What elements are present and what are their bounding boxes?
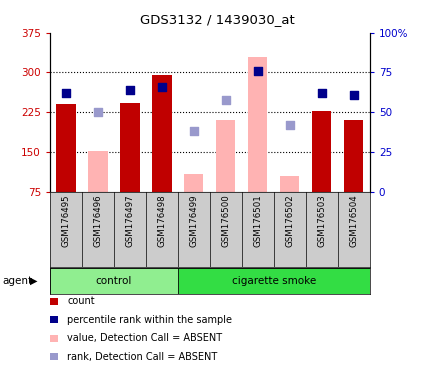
Text: cigarette smoke: cigarette smoke	[231, 276, 315, 286]
Bar	[120, 103, 139, 192]
Text: GSM176497: GSM176497	[125, 194, 134, 247]
Text: ▶: ▶	[30, 276, 37, 286]
Bar	[152, 75, 171, 192]
Bar	[88, 151, 107, 192]
Point	[254, 68, 261, 74]
Point	[62, 90, 69, 96]
Text: GSM176498: GSM176498	[157, 194, 166, 247]
Point	[318, 90, 325, 96]
Point	[158, 84, 165, 90]
Bar	[184, 174, 203, 192]
Bar	[50, 268, 178, 294]
Point	[126, 87, 133, 93]
Text: GDS3132 / 1439030_at: GDS3132 / 1439030_at	[140, 13, 294, 26]
Text: GSM176503: GSM176503	[316, 194, 326, 247]
Point	[286, 122, 293, 128]
Text: count: count	[67, 296, 95, 306]
Text: value, Detection Call = ABSENT: value, Detection Call = ABSENT	[67, 333, 222, 343]
Point	[349, 92, 356, 98]
Bar	[248, 56, 267, 192]
Point	[94, 109, 101, 115]
Text: rank, Detection Call = ABSENT: rank, Detection Call = ABSENT	[67, 352, 217, 362]
Point	[222, 96, 229, 103]
Text: GSM176500: GSM176500	[221, 194, 230, 247]
Bar	[178, 268, 369, 294]
Bar	[56, 104, 76, 192]
Text: GSM176502: GSM176502	[285, 194, 294, 247]
Text: GSM176504: GSM176504	[349, 194, 358, 247]
Text: percentile rank within the sample: percentile rank within the sample	[67, 315, 232, 325]
Bar	[279, 176, 299, 192]
Text: GSM176495: GSM176495	[61, 194, 70, 247]
Text: GSM176499: GSM176499	[189, 194, 198, 247]
Point	[190, 128, 197, 134]
Text: GSM176501: GSM176501	[253, 194, 262, 247]
Bar	[312, 111, 331, 192]
Text: agent: agent	[2, 276, 32, 286]
Bar	[216, 120, 235, 192]
Text: GSM176496: GSM176496	[93, 194, 102, 247]
Bar	[343, 120, 362, 192]
Text: control: control	[95, 276, 132, 286]
